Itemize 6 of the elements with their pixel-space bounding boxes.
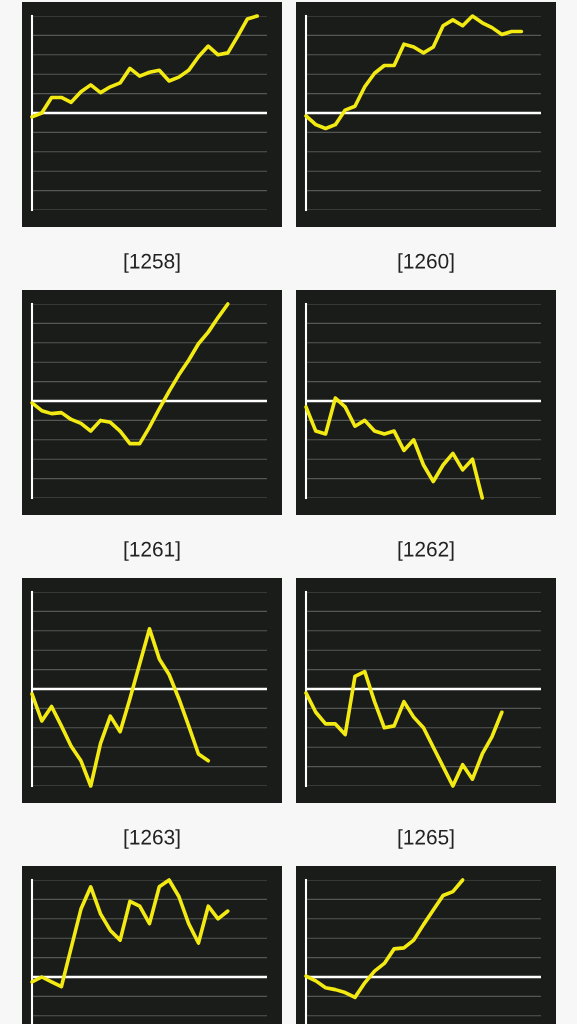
x-axis-title: [1265] [398, 829, 454, 849]
x-axis-title: [1263] [124, 829, 180, 849]
x-axis-title: [1258] [124, 253, 180, 273]
x-axis-title: [1261] [124, 541, 180, 561]
x-axis-title: [1260] [398, 253, 454, 273]
x-axis-title: [1262] [398, 541, 454, 561]
